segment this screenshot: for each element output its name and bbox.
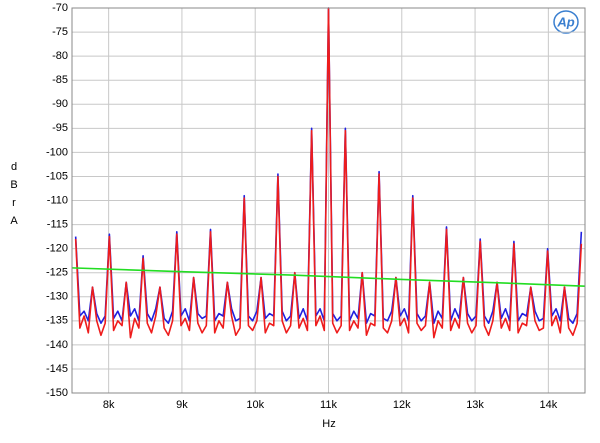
y-tick-label: -150: [46, 387, 68, 399]
x-tick-label: 9k: [176, 399, 188, 411]
x-axis-label: Hz: [322, 418, 335, 430]
x-tick-label: 13k: [466, 399, 484, 411]
y-tick-label: -125: [46, 267, 68, 279]
x-tick-label: 12k: [393, 399, 411, 411]
y-tick-label: -120: [46, 243, 68, 255]
x-tick-label: 10k: [246, 399, 264, 411]
y-tick-label: -90: [52, 98, 68, 110]
y-axis-label: dBr A: [10, 161, 19, 227]
y-tick-label: -70: [52, 2, 68, 14]
y-tick-label: -140: [46, 339, 68, 351]
y-tick-label: -115: [47, 218, 68, 230]
y-tick-label: -135: [46, 315, 68, 327]
y-tick-label: -85: [52, 74, 68, 86]
y-tick-label: -145: [46, 363, 68, 375]
x-tick-label: 11k: [320, 399, 337, 411]
series-line: [71, 267, 586, 287]
y-tick-label: -95: [52, 122, 68, 134]
y-tick-label: -110: [47, 194, 68, 206]
y-tick-label: -75: [52, 26, 68, 38]
x-tick-label: 14k: [539, 399, 557, 411]
y-tick-label: -80: [52, 50, 68, 62]
y-tick-label: -100: [46, 146, 68, 158]
y-tick-label: -130: [46, 291, 68, 303]
logo-ring: [553, 10, 579, 34]
plot-border: [71, 7, 586, 394]
logo: Ap: [556, 14, 574, 29]
x-tick-label: 8k: [103, 399, 115, 411]
y-tick-label: -105: [46, 170, 68, 182]
